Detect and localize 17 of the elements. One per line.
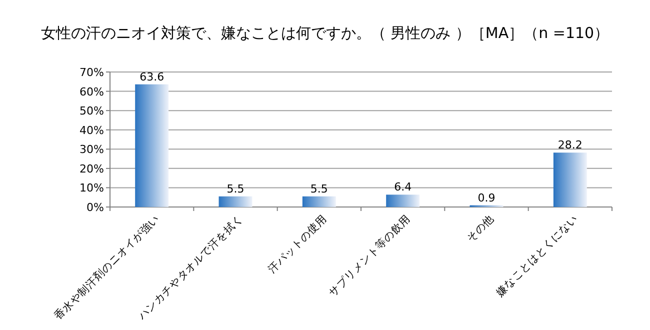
y-tick-label: 30% <box>80 143 104 156</box>
y-tick-label: 60% <box>80 85 104 98</box>
y-tick-label: 40% <box>80 124 104 137</box>
chart-title: 女性の汗のニオイ対策で、嫌なことは何ですか。（ 男性のみ ）［MA］（n =110） <box>40 24 610 42</box>
data-label: 5.5 <box>310 182 328 196</box>
y-tick-label: 0% <box>86 201 104 214</box>
y-tick-label: 50% <box>80 104 104 118</box>
y-tick-label: 70% <box>80 66 104 79</box>
data-label: 6.4 <box>394 180 412 194</box>
data-label: 63.6 <box>140 70 164 84</box>
data-label: 0.9 <box>478 191 496 204</box>
y-tick-label: 20% <box>80 162 104 176</box>
data-label: 28.2 <box>558 138 582 152</box>
x-tick-label: その他 <box>464 212 497 244</box>
data-label: 5.5 <box>226 182 244 196</box>
y-tick-label: 10% <box>80 182 104 195</box>
x-tick-label: 嫌なことはとくにない <box>494 212 580 299</box>
